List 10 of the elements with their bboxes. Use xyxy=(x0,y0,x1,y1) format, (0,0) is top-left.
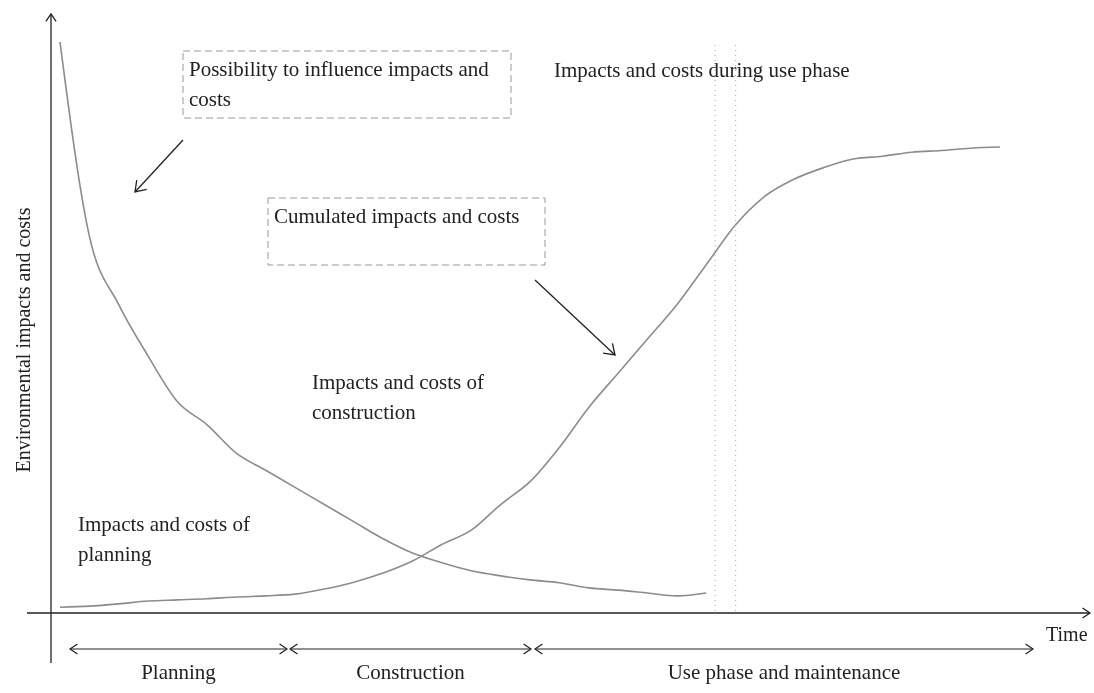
text: Construction xyxy=(355,659,466,686)
text: Use phase and maintenance xyxy=(666,659,902,686)
annotation: Impacts and costs of construction xyxy=(312,369,486,426)
x-axis-title: Time xyxy=(1046,623,1088,646)
annotation: Cumulated impacts and costs xyxy=(274,203,521,230)
y-axis-title: Environmental impacts and costs xyxy=(11,207,35,473)
text: Planning xyxy=(140,659,217,686)
annotation: Impacts and costs of planning xyxy=(78,511,252,568)
annotation: Possibility to influence impacts and costs xyxy=(189,56,490,113)
annotation: Impacts and costs during use phase xyxy=(554,57,851,84)
